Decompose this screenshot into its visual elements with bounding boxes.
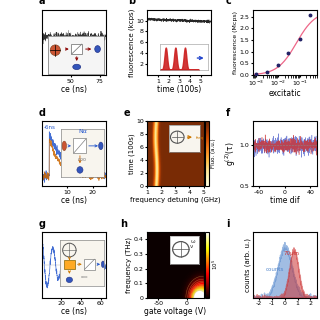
X-axis label: gate voltage (V): gate voltage (V) xyxy=(144,308,206,316)
Text: f: f xyxy=(226,108,230,118)
Text: g: g xyxy=(38,219,45,229)
Y-axis label: fluorescence (kcps): fluorescence (kcps) xyxy=(128,8,135,76)
X-axis label: frequency detuning (GHz): frequency detuning (GHz) xyxy=(130,196,221,203)
X-axis label: ce (ns): ce (ns) xyxy=(60,85,87,94)
Y-axis label: Fluo. (a.u.): Fluo. (a.u.) xyxy=(211,139,216,168)
X-axis label: time (100s): time (100s) xyxy=(157,85,201,94)
Text: a: a xyxy=(38,0,45,6)
Y-axis label: time (100s): time (100s) xyxy=(128,133,135,174)
Text: i: i xyxy=(226,219,229,229)
X-axis label: excitatic: excitatic xyxy=(268,89,301,98)
Text: c: c xyxy=(226,0,232,6)
X-axis label: ce (ns): ce (ns) xyxy=(60,308,87,316)
Y-axis label: fluorescence (Mcps): fluorescence (Mcps) xyxy=(233,11,238,74)
Text: b: b xyxy=(128,0,135,6)
Text: -6ns: -6ns xyxy=(44,125,55,130)
X-axis label: ce (ns): ce (ns) xyxy=(60,196,87,205)
Text: h: h xyxy=(120,219,127,229)
Y-axis label: 10$^5$: 10$^5$ xyxy=(211,259,220,270)
Text: d: d xyxy=(38,108,45,118)
Y-axis label: counts (arb. u.): counts (arb. u.) xyxy=(245,238,252,292)
Text: 70μm: 70μm xyxy=(283,251,299,256)
Y-axis label: g$^{(2)}$(τ): g$^{(2)}$(τ) xyxy=(224,141,238,166)
Text: e: e xyxy=(124,108,130,118)
Text: counts: counts xyxy=(266,268,284,272)
Y-axis label: frequency (THz): frequency (THz) xyxy=(126,237,132,293)
X-axis label: time dif: time dif xyxy=(270,196,300,205)
